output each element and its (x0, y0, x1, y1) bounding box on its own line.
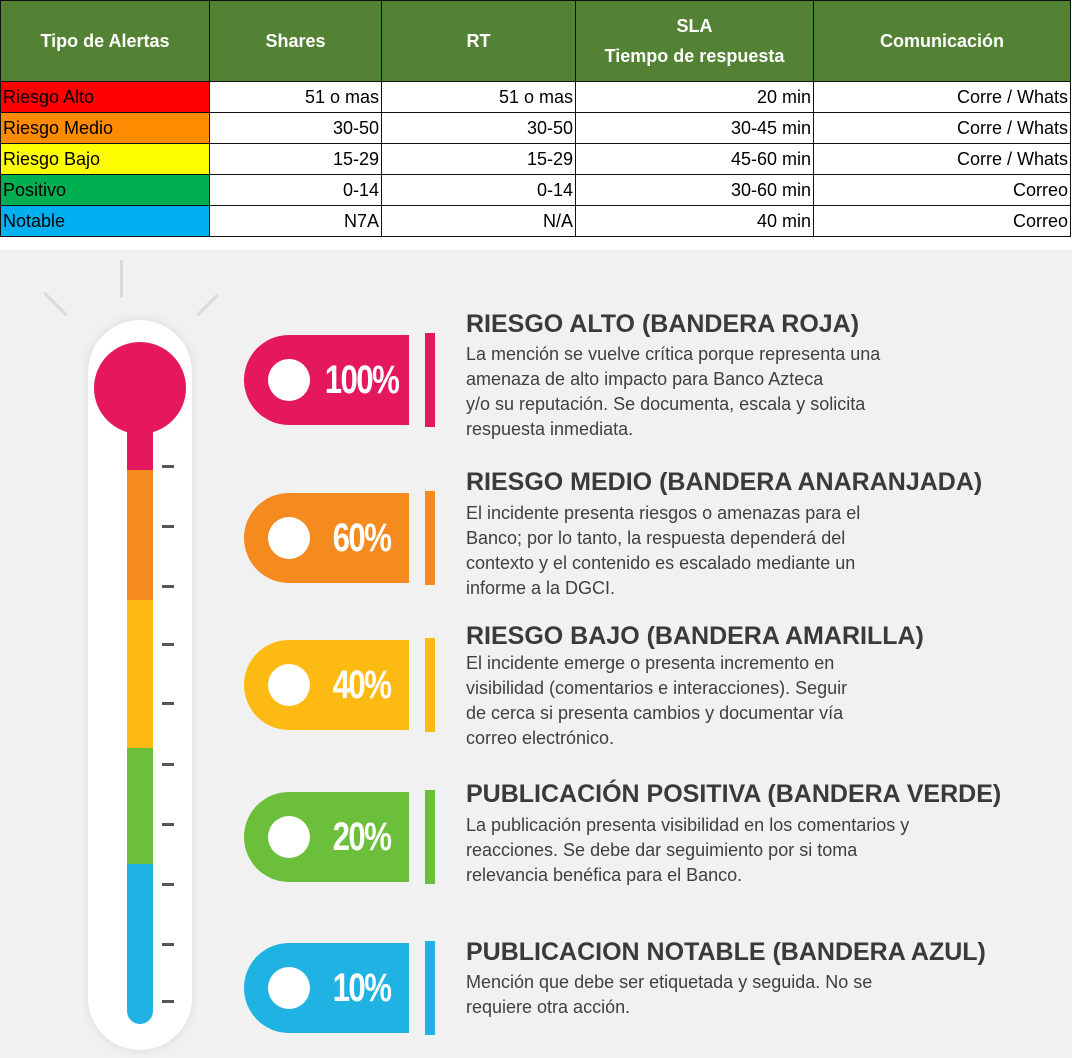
header-comunicacion: Comunicación (813, 0, 1071, 82)
alert-level-infographic: 100% RIESGO ALTO (BANDERA ROJA) La menci… (0, 250, 1072, 1058)
header-sla-subtitle: Tiempo de respuesta (604, 46, 785, 66)
flag-accent-bar (425, 333, 435, 427)
sla-cell: 45-60 min (575, 143, 814, 175)
alert-type-cell: Positivo (0, 174, 210, 206)
thermometer-tick (162, 702, 174, 705)
table-row: Riesgo Medio 30-50 30-50 30-45 min Corre… (0, 112, 1071, 144)
thermometer-bulb (94, 342, 186, 434)
thermometer-tick (162, 763, 174, 766)
flag-dot-icon (268, 816, 310, 858)
item-title: RIESGO ALTO (BANDERA ROJA) (466, 310, 860, 338)
thermometer-segment-positiva (127, 748, 153, 864)
thermometer-tick (162, 585, 174, 588)
flag-alto: 100% (244, 335, 409, 425)
alert-type-cell: Notable (0, 205, 210, 237)
item-description: Mención que debe ser etiquetada y seguid… (466, 972, 873, 1017)
flag-percent: 20% (332, 815, 392, 859)
flag-percent: 10% (332, 966, 392, 1010)
thermometer-tick (162, 643, 174, 646)
rt-cell: 15-29 (381, 143, 576, 175)
light-ray (195, 293, 220, 317)
flag-dot-icon (268, 517, 310, 559)
header-tipo: Tipo de Alertas (0, 0, 210, 82)
rt-cell: 0-14 (381, 174, 576, 206)
table-row: Positivo 0-14 0-14 30-60 min Correo (0, 174, 1071, 206)
flag-accent-bar (425, 941, 435, 1035)
flag-medio: 60% (244, 493, 409, 583)
shares-cell: 15-29 (209, 143, 382, 175)
thermometer-tick (162, 1000, 174, 1003)
item-title: PUBLICACIÓN POSITIVA (BANDERA VERDE) (466, 780, 1002, 808)
shares-cell: N7A (209, 205, 382, 237)
header-sla: SLA Tiempo de respuesta (575, 0, 814, 82)
item-title: RIESGO BAJO (BANDERA AMARILLA) (466, 622, 924, 650)
thermometer-segment-notable (127, 864, 153, 1024)
thermometer-tick (162, 823, 174, 826)
item-description: La publicación presenta visibilidad en l… (466, 815, 910, 885)
flag-dot-icon (268, 664, 310, 706)
alert-type-cell: Riesgo Alto (0, 81, 210, 113)
thermometer-tick (162, 883, 174, 886)
thermometer-segment-alto (127, 420, 153, 470)
thermometer-segment-medio (127, 470, 153, 600)
item-description: El incidente presenta riesgos o amenazas… (466, 503, 861, 598)
sla-cell: 30-60 min (575, 174, 814, 206)
table-header-row: Tipo de Alertas Shares RT SLA Tiempo de … (0, 0, 1071, 82)
flag-bajo: 40% (244, 640, 409, 730)
shares-cell: 51 o mas (209, 81, 382, 113)
sla-cell: 20 min (575, 81, 814, 113)
flag-percent: 100% (324, 358, 400, 402)
header-sla-title: SLA (676, 16, 713, 36)
item-title: RIESGO MEDIO (BANDERA ANARANJADA) (466, 468, 983, 496)
flag-positiva: 20% (244, 792, 409, 882)
table-row: Notable N7A N/A 40 min Correo (0, 205, 1071, 237)
rt-cell: 51 o mas (381, 81, 576, 113)
flag-percent: 40% (332, 663, 392, 707)
sla-cell: 40 min (575, 205, 814, 237)
flag-accent-bar (425, 491, 435, 585)
item-description: El incidente emerge o presenta increment… (466, 653, 848, 748)
flag-accent-bar (425, 790, 435, 884)
rt-cell: N/A (381, 205, 576, 237)
shares-cell: 30-50 (209, 112, 382, 144)
flag-percent: 60% (332, 516, 392, 560)
comunicacion-cell: Correo (813, 205, 1071, 237)
alert-type-cell: Riesgo Bajo (0, 143, 210, 175)
alert-type-cell: Riesgo Medio (0, 112, 210, 144)
alert-table: Tipo de Alertas Shares RT SLA Tiempo de … (0, 0, 1071, 237)
shares-cell: 0-14 (209, 174, 382, 206)
comunicacion-cell: Corre / Whats (813, 143, 1071, 175)
item-description: La mención se vuelve crítica porque repr… (466, 344, 881, 439)
light-ray (43, 291, 68, 317)
comunicacion-cell: Correo (813, 174, 1071, 206)
comunicacion-cell: Corre / Whats (813, 81, 1071, 113)
flag-accent-bar (425, 638, 435, 732)
flag-dot-icon (268, 359, 310, 401)
rt-cell: 30-50 (381, 112, 576, 144)
thermometer-tick (162, 465, 174, 468)
table-row: Riesgo Bajo 15-29 15-29 45-60 min Corre … (0, 143, 1071, 175)
comunicacion-cell: Corre / Whats (813, 112, 1071, 144)
header-rt: RT (381, 0, 576, 82)
thermometer-tick (162, 525, 174, 528)
item-title: PUBLICACION NOTABLE (BANDERA AZUL) (466, 938, 986, 966)
thermometer-tick (162, 943, 174, 946)
flag-notable: 10% (244, 943, 409, 1033)
header-shares: Shares (209, 0, 382, 82)
light-ray (120, 260, 123, 298)
table-row: Riesgo Alto 51 o mas 51 o mas 20 min Cor… (0, 81, 1071, 113)
sla-cell: 30-45 min (575, 112, 814, 144)
flag-dot-icon (268, 967, 310, 1009)
thermometer-segment-bajo (127, 600, 153, 748)
